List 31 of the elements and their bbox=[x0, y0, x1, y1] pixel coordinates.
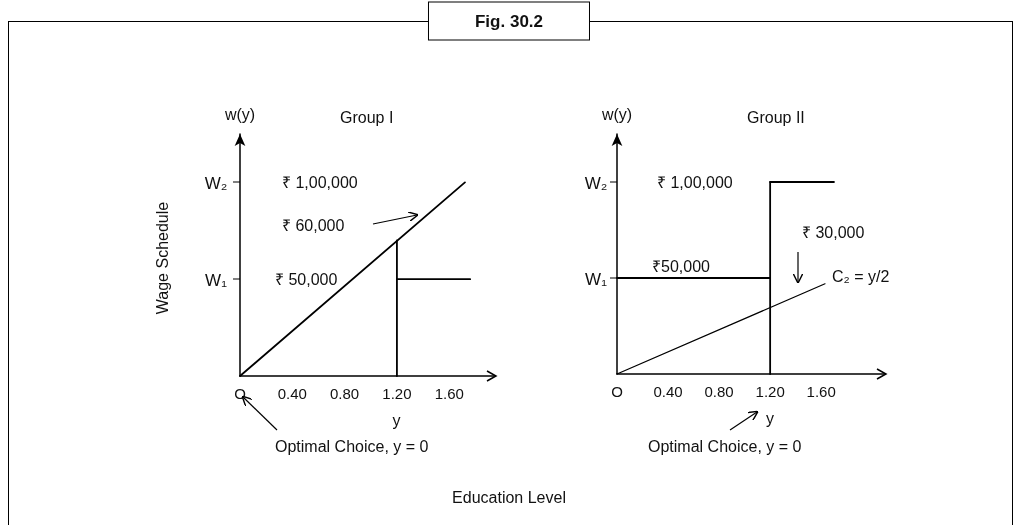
x-tick-label: 0.40 bbox=[277, 385, 307, 402]
annotation: ₹ 1,00,000 bbox=[282, 174, 358, 191]
text: Education Level bbox=[452, 489, 566, 506]
annotation: ₹50,000 bbox=[652, 258, 710, 275]
annotation: ₹ 50,000 bbox=[275, 271, 338, 288]
x-tick-label: 0.80 bbox=[704, 383, 734, 400]
y-axis-title: w(y) bbox=[223, 105, 256, 123]
x-tick-label: 0.40 bbox=[653, 383, 683, 400]
x-axis-title: y bbox=[766, 409, 774, 427]
x-tick-label: 1.60 bbox=[806, 383, 836, 400]
x-tick-label: 0.80 bbox=[330, 385, 360, 402]
chart-title: Group I bbox=[340, 108, 394, 126]
chart-title: Group II bbox=[747, 108, 805, 126]
annotation: ₹ 30,000 bbox=[802, 224, 865, 241]
annotation: ₹ 60,000 bbox=[282, 217, 345, 234]
text: W₂ bbox=[204, 173, 228, 193]
x-tick-label: 1.20 bbox=[382, 385, 412, 402]
x-tick-label: 1.60 bbox=[434, 385, 464, 402]
y-axis-title: w(y) bbox=[600, 105, 633, 123]
text: Optimal Choice, y = 0 bbox=[275, 438, 429, 455]
annotation: ₹ 1,00,000 bbox=[657, 174, 733, 191]
text: Wage Schedule bbox=[154, 201, 171, 315]
text: Optimal Choice, y = 0 bbox=[648, 438, 802, 455]
annotation: C₂ = y/2 bbox=[832, 268, 890, 285]
caption: Fig. 30.2 bbox=[427, 1, 591, 41]
text: W₁ bbox=[205, 270, 227, 290]
text: W₂ bbox=[584, 173, 608, 193]
x-tick-label: O bbox=[611, 383, 623, 400]
text: W₁ bbox=[585, 269, 607, 289]
x-tick-label: 1.20 bbox=[755, 383, 785, 400]
x-axis-title: y bbox=[392, 411, 401, 429]
